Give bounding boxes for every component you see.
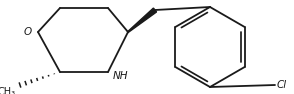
Text: NH: NH — [113, 71, 128, 81]
Polygon shape — [128, 8, 157, 32]
Text: O: O — [24, 27, 32, 37]
Text: Cl: Cl — [277, 80, 287, 90]
Text: CH₃: CH₃ — [0, 87, 16, 94]
